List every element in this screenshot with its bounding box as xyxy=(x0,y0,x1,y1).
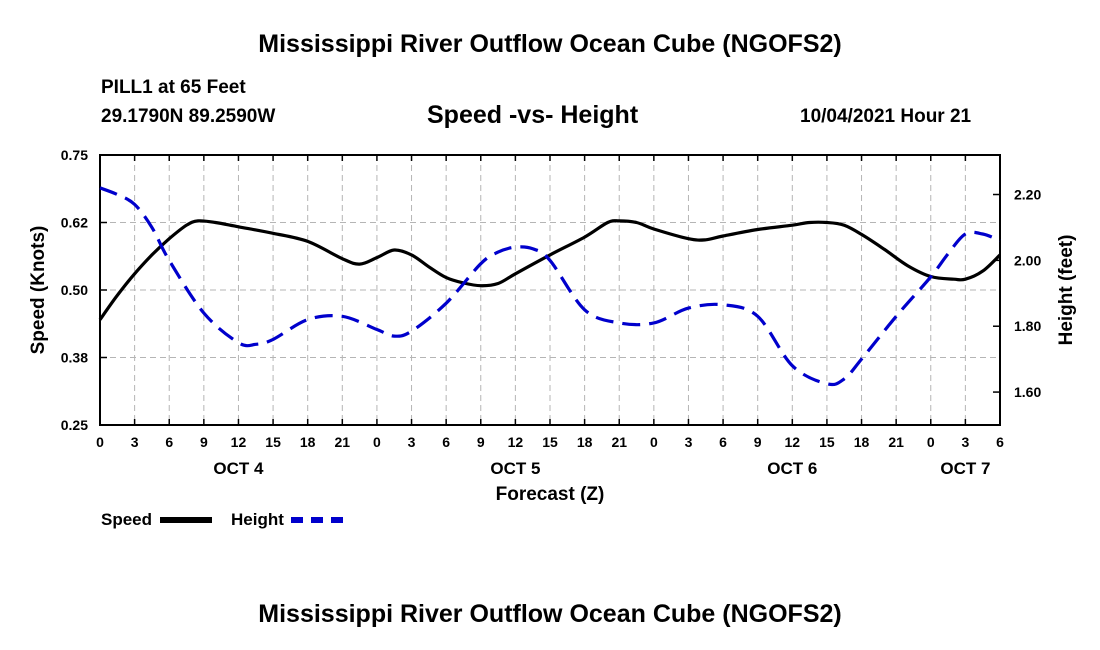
x-tick-label: 0 xyxy=(927,434,935,450)
station-label: PILL1 at 65 Feet xyxy=(101,77,246,98)
legend-speed-swatch xyxy=(160,517,212,523)
title-top: Mississippi River Outflow Ocean Cube (NG… xyxy=(258,30,842,58)
x-tick-label: 6 xyxy=(996,434,1004,450)
x-tick-label: 0 xyxy=(650,434,658,450)
x-tick-label: 9 xyxy=(754,434,762,450)
day-label: OCT 4 xyxy=(213,459,264,478)
x-tick-label: 15 xyxy=(542,434,558,450)
right-tick-label: 1.80 xyxy=(1014,318,1041,334)
coordinates-label: 29.1790N 89.2590W xyxy=(101,106,276,127)
legend-height-swatch xyxy=(291,517,343,523)
left-tick-label: 0.50 xyxy=(61,282,88,298)
x-tick-label: 0 xyxy=(373,434,381,450)
x-tick-label: 9 xyxy=(200,434,208,450)
x-tick-label: 0 xyxy=(96,434,104,450)
x-tick-label: 21 xyxy=(611,434,627,450)
x-tick-label: 18 xyxy=(854,434,870,450)
x-tick-label: 12 xyxy=(508,434,524,450)
x-tick-label: 6 xyxy=(165,434,173,450)
right-tick-label: 2.20 xyxy=(1014,187,1041,203)
x-tick-label: 15 xyxy=(819,434,835,450)
x-tick-label: 3 xyxy=(685,434,693,450)
datetime-label: 10/04/2021 Hour 21 xyxy=(800,106,972,127)
x-axis-title: Forecast (Z) xyxy=(496,484,605,505)
x-tick-label: 3 xyxy=(408,434,416,450)
left-tick-label: 0.75 xyxy=(61,147,88,163)
x-tick-label: 3 xyxy=(961,434,969,450)
legend-height-label: Height xyxy=(231,510,284,529)
left-tick-label: 0.25 xyxy=(61,417,88,433)
x-tick-label: 9 xyxy=(477,434,485,450)
legend-speed-label: Speed xyxy=(101,510,153,529)
x-tick-label: 15 xyxy=(265,434,281,450)
series-line-speed xyxy=(98,219,1002,321)
x-tick-label: 21 xyxy=(335,434,351,450)
x-tick-label: 18 xyxy=(300,434,316,450)
left-axis-title: Speed (Knots) xyxy=(28,226,49,355)
left-tick-label: 0.62 xyxy=(61,215,88,231)
x-tick-label: 21 xyxy=(888,434,904,450)
x-tick-label: 3 xyxy=(131,434,139,450)
day-label: OCT 6 xyxy=(767,459,817,478)
title-bottom: Mississippi River Outflow Ocean Cube (NG… xyxy=(258,600,842,628)
x-tick-label: 6 xyxy=(719,434,727,450)
day-label: OCT 5 xyxy=(490,459,540,478)
series-line-height xyxy=(99,186,1001,387)
x-tick-label: 6 xyxy=(442,434,450,450)
day-label: OCT 7 xyxy=(940,459,990,478)
x-tick-label: 18 xyxy=(577,434,593,450)
x-tick-label: 12 xyxy=(231,434,247,450)
plot-frame xyxy=(99,154,1001,426)
x-tick-label: 12 xyxy=(785,434,801,450)
chart-subtitle: Speed -vs- Height xyxy=(427,101,639,129)
left-tick-label: 0.38 xyxy=(61,350,88,366)
speed-height-chart: 0 3 6 9 12 15 18 21 0 3 6 9 12 15 18 21 0 3 6 9 12 15 18 21 0 3 6 0… xyxy=(28,147,1077,505)
right-axis-title: Height (feet) xyxy=(1056,235,1077,346)
right-tick-label: 2.00 xyxy=(1014,252,1041,268)
right-tick-label: 1.60 xyxy=(1014,384,1041,400)
